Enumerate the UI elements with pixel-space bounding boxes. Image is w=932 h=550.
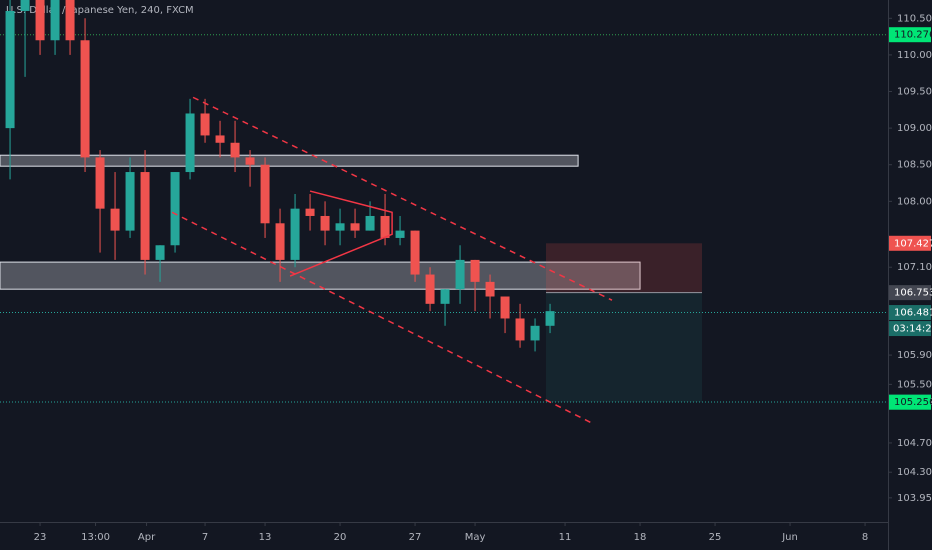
y-tick-label: 107.100 xyxy=(897,262,932,273)
candle-body xyxy=(545,311,555,326)
x-tick-label: 27 xyxy=(409,532,422,543)
y-tick-label: 105.500 xyxy=(897,379,932,390)
x-tick-label: 8 xyxy=(862,532,868,543)
y-tick-label: 104.700 xyxy=(897,438,932,449)
x-tick-label: 25 xyxy=(709,532,722,543)
x-tick-label: 23 xyxy=(34,532,47,543)
x-tick-label: 18 xyxy=(634,532,647,543)
zone xyxy=(0,261,641,290)
x-tick-label: May xyxy=(465,532,486,543)
stop-area xyxy=(546,243,702,293)
candle-body xyxy=(485,281,495,297)
y-tick-label: 104.300 xyxy=(897,467,932,478)
price-label: 106.753 xyxy=(894,288,932,299)
price-label-bg xyxy=(889,285,931,301)
candle-body xyxy=(455,259,465,290)
y-tick-label: 109.500 xyxy=(897,87,932,98)
candle-body xyxy=(440,289,450,304)
x-tick-label: 20 xyxy=(334,532,347,543)
candle-body xyxy=(320,215,330,231)
y-tick-label: 110.500 xyxy=(897,13,932,24)
candle-body xyxy=(20,0,30,11)
price-label-bg xyxy=(889,394,931,410)
x-tick-label: 13:00 xyxy=(81,532,110,543)
y-tick-label: 109.000 xyxy=(897,123,932,134)
candle-body xyxy=(335,223,345,231)
price-label: 105.256 xyxy=(894,397,932,408)
candle-body xyxy=(305,208,315,216)
candle-body xyxy=(65,0,75,41)
price-label-bg xyxy=(889,305,931,321)
candle-body xyxy=(410,230,420,275)
candle-body xyxy=(5,10,15,129)
price-label-bg xyxy=(889,235,931,251)
candle-body xyxy=(515,318,525,341)
candle-body xyxy=(80,40,90,158)
price-label: 107.427 xyxy=(894,238,932,249)
candle-body xyxy=(110,208,120,231)
candle-body xyxy=(260,164,270,224)
candle-body xyxy=(35,0,45,41)
candle-body xyxy=(425,274,435,304)
candle-body xyxy=(500,296,510,319)
candle-body xyxy=(470,259,480,282)
candle-body xyxy=(185,113,195,173)
x-tick-label: 7 xyxy=(202,532,208,543)
trend-line xyxy=(289,190,393,277)
timer-label: 03:14:22 xyxy=(893,324,932,335)
target-area xyxy=(546,292,702,403)
candle-body xyxy=(380,215,390,238)
candle-body xyxy=(155,245,165,260)
trend-line xyxy=(171,211,593,424)
candle-body xyxy=(215,135,225,143)
candle-body xyxy=(95,157,105,209)
candle-body xyxy=(230,142,240,158)
candle-body xyxy=(50,0,60,41)
zone xyxy=(0,154,579,167)
x-tick-label: Apr xyxy=(138,532,156,543)
price-label: 106.481 xyxy=(894,308,932,319)
candle-body xyxy=(530,325,540,341)
timer-bg xyxy=(889,321,931,337)
candle-body xyxy=(170,172,180,246)
candle-body xyxy=(350,223,360,231)
candle-body xyxy=(245,157,255,165)
y-tick-label: 105.900 xyxy=(897,350,932,361)
candle-body xyxy=(275,223,285,260)
y-tick-label: 108.000 xyxy=(897,196,932,207)
price-label-bg xyxy=(889,27,931,43)
x-tick-label: Jun xyxy=(781,532,798,543)
chart-title: U.S. Dollar / Japanese Yen, 240, FXCM xyxy=(6,5,194,16)
candle-body xyxy=(395,230,405,238)
y-tick-label: 108.500 xyxy=(897,160,932,171)
x-tick-label: 13 xyxy=(259,532,272,543)
y-tick-label: 103.950 xyxy=(897,493,932,504)
trend-line xyxy=(192,96,613,301)
x-tick-label: 11 xyxy=(559,532,572,543)
candle-body xyxy=(125,172,135,231)
price-label: 110.276 xyxy=(894,30,932,41)
candle-body xyxy=(365,215,375,231)
candle-body xyxy=(140,172,150,260)
y-tick-label: 110.000 xyxy=(897,50,932,61)
candle-body xyxy=(200,113,210,136)
candle-body xyxy=(290,208,300,260)
